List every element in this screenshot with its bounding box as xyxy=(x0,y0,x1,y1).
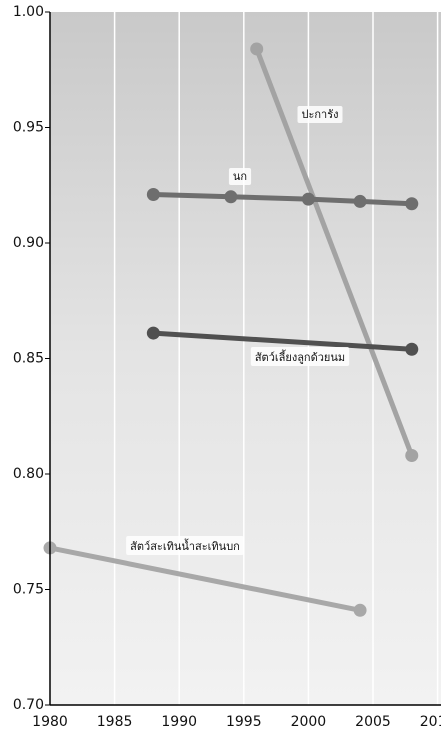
data-point xyxy=(250,42,263,55)
series-label: สัตว์เลี้ยงลูกด้วยนม xyxy=(255,349,345,364)
x-tick-label: 2000 xyxy=(291,714,327,730)
y-tick-label: 0.75 xyxy=(13,582,44,598)
chart: ปะการังนกสัตว์เลี้ยงลูกด้วยนมสัตว์สะเทิน… xyxy=(0,0,441,737)
data-point xyxy=(405,449,418,462)
series-label: สัตว์สะเทินน้ำสะเทินบก xyxy=(130,538,240,553)
x-tick-label: 1995 xyxy=(226,714,262,730)
x-tick-label: 1985 xyxy=(97,714,133,730)
data-point xyxy=(354,604,367,617)
x-tick-label: 1980 xyxy=(32,714,68,730)
x-tick-label: 2005 xyxy=(355,714,391,730)
x-tick-label: 1990 xyxy=(161,714,197,730)
y-tick-label: 1.00 xyxy=(13,4,44,20)
y-tick-label: 0.95 xyxy=(13,120,44,136)
data-point xyxy=(302,193,315,206)
series-label: นก xyxy=(233,170,247,183)
y-tick-label: 0.80 xyxy=(13,466,44,482)
data-point xyxy=(224,190,237,203)
y-tick-label: 0.90 xyxy=(13,235,44,251)
plot-background xyxy=(50,12,441,705)
data-point xyxy=(405,343,418,356)
series-label: ปะการัง xyxy=(301,108,338,121)
data-point xyxy=(405,197,418,210)
y-tick-label: 0.70 xyxy=(13,697,44,713)
data-point xyxy=(147,327,160,340)
x-tick-label: 2010 xyxy=(420,714,441,730)
y-tick-label: 0.85 xyxy=(13,351,44,367)
data-point xyxy=(354,195,367,208)
data-point xyxy=(147,188,160,201)
